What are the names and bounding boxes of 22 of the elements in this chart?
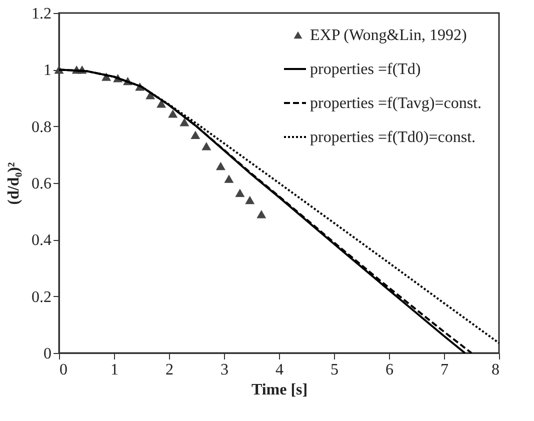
legend-label: properties =f(Td): [310, 61, 421, 78]
legend-label: properties =f(Td0)=const.: [310, 129, 476, 146]
x-tick-label: 7: [440, 362, 448, 378]
y-tick-label: 0.8: [32, 118, 52, 136]
x-tick-label: 1: [110, 362, 118, 378]
x-tick-label: 8: [492, 362, 500, 378]
y-axis-title: (d/d₀)²: [6, 162, 22, 205]
x-tick-label: 5: [330, 362, 338, 378]
y-tick-label: 0.2: [32, 288, 52, 306]
x-tick-label: 2: [166, 362, 174, 378]
y-tick-label: 1.2: [32, 6, 52, 22]
y-tick-label: 0: [44, 346, 52, 362]
y-tick-label: 0.6: [32, 176, 52, 192]
x-tick-label: 0: [60, 362, 68, 378]
x-tick-label: 3: [220, 362, 228, 378]
x-tick-label: 6: [386, 362, 394, 378]
x-tick-label: 4: [276, 362, 284, 378]
legend-label: properties =f(Tavg)=const.: [310, 95, 482, 112]
y-tick-label: 1: [44, 62, 52, 80]
x-axis-title: Time [s]: [251, 382, 308, 398]
legend-label: EXP (Wong&Lin, 1992): [310, 27, 467, 44]
y-tick-label: 0.4: [32, 232, 52, 250]
